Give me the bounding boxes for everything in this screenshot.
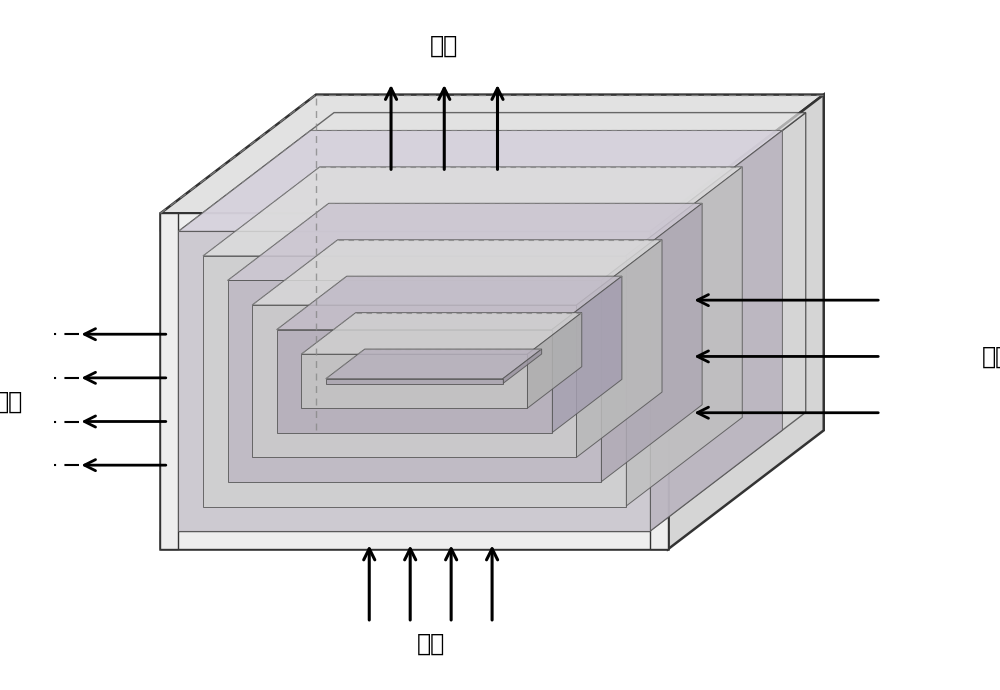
Polygon shape	[160, 213, 178, 549]
Polygon shape	[326, 349, 542, 379]
Polygon shape	[552, 276, 622, 433]
Polygon shape	[252, 239, 662, 305]
Polygon shape	[503, 349, 542, 384]
Polygon shape	[160, 95, 824, 213]
Text: 空气: 空气	[982, 344, 1000, 368]
Polygon shape	[228, 204, 702, 281]
Polygon shape	[178, 112, 806, 231]
Text: 空气: 空气	[0, 389, 23, 413]
Polygon shape	[301, 313, 582, 354]
Polygon shape	[301, 354, 527, 408]
Polygon shape	[277, 330, 552, 433]
Polygon shape	[527, 313, 582, 408]
Polygon shape	[252, 305, 576, 457]
Polygon shape	[178, 231, 650, 531]
Text: 烟气: 烟气	[417, 631, 445, 656]
Polygon shape	[576, 239, 662, 457]
Polygon shape	[203, 167, 742, 256]
Polygon shape	[178, 130, 782, 231]
Polygon shape	[203, 256, 626, 506]
Polygon shape	[160, 213, 668, 231]
Polygon shape	[160, 531, 668, 549]
Polygon shape	[626, 167, 742, 506]
Polygon shape	[277, 276, 622, 330]
Text: 烟气: 烟气	[430, 33, 458, 57]
Polygon shape	[228, 281, 601, 482]
Polygon shape	[326, 379, 503, 384]
Polygon shape	[650, 130, 782, 531]
Polygon shape	[668, 95, 824, 549]
Polygon shape	[601, 204, 702, 482]
Polygon shape	[160, 213, 668, 549]
Polygon shape	[650, 213, 668, 549]
Polygon shape	[650, 112, 806, 531]
